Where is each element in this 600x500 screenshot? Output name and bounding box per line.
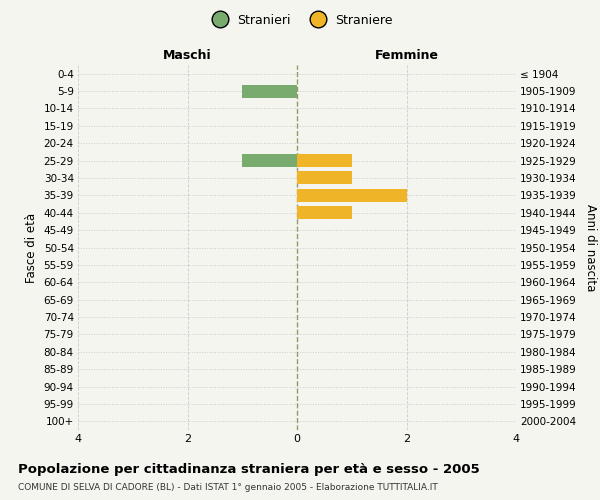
Bar — [297, 206, 352, 220]
Bar — [242, 84, 297, 98]
Bar — [297, 189, 407, 202]
Y-axis label: Fasce di età: Fasce di età — [25, 212, 38, 282]
Y-axis label: Anni di nascita: Anni di nascita — [584, 204, 597, 291]
Text: Popolazione per cittadinanza straniera per età e sesso - 2005: Popolazione per cittadinanza straniera p… — [18, 462, 480, 475]
Bar — [242, 154, 297, 167]
Bar — [297, 154, 352, 167]
Text: COMUNE DI SELVA DI CADORE (BL) - Dati ISTAT 1° gennaio 2005 - Elaborazione TUTTI: COMUNE DI SELVA DI CADORE (BL) - Dati IS… — [18, 484, 438, 492]
Bar — [297, 172, 352, 184]
Legend: Stranieri, Straniere: Stranieri, Straniere — [202, 8, 398, 32]
